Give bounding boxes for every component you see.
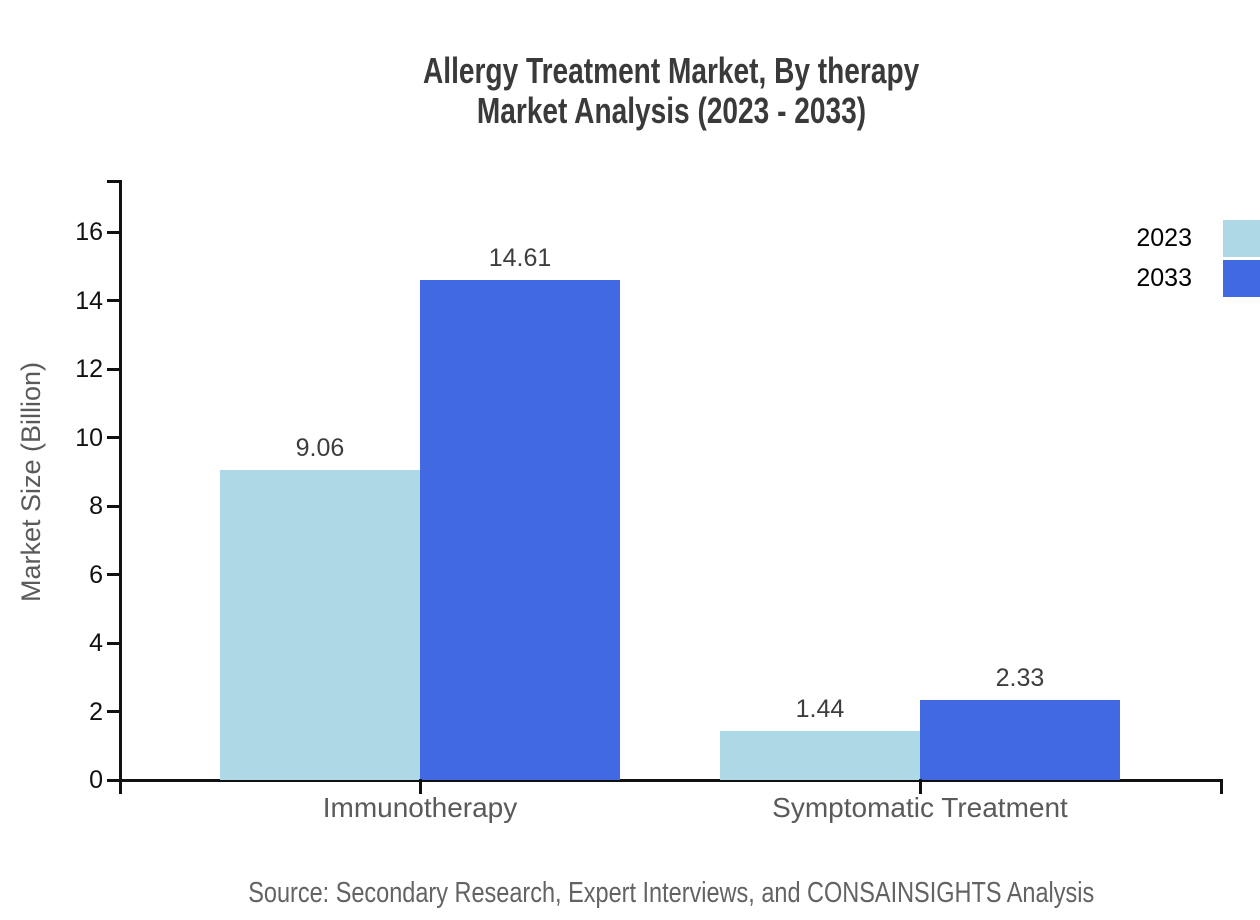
- y-axis-tick: [106, 573, 120, 576]
- y-axis-tick: [106, 710, 120, 713]
- y-axis-tick-label: 8: [89, 492, 103, 520]
- bar-2033-symptomatic-treatment: [920, 700, 1120, 780]
- y-axis-tick-label: 4: [89, 629, 103, 657]
- legend-item-2033: 2033: [1136, 260, 1260, 297]
- y-axis-tick-label: 16: [75, 218, 103, 246]
- bar-value-label: 2.33: [995, 664, 1045, 693]
- source-note: Source: Secondary Research, Expert Inter…: [248, 877, 1095, 909]
- y-axis-tick-label: 12: [75, 355, 103, 383]
- y-axis-tick-label: 2: [89, 697, 103, 726]
- chart-title: Allergy Treatment Market, By therapy Mar…: [121, 51, 1222, 131]
- y-axis-tick: [106, 504, 120, 508]
- chart-title-line-1: Allergy Treatment Market, By therapy: [423, 50, 920, 91]
- legend-label: 2023: [1136, 224, 1192, 252]
- chart-title-line-2: Market Analysis (2023 - 2033): [476, 90, 867, 131]
- bar-value-label: 14.61: [488, 243, 552, 272]
- y-axis-tick: [106, 299, 120, 302]
- bar-value-label: 1.44: [795, 694, 845, 723]
- y-axis-tick: [106, 230, 120, 234]
- x-axis-line: [118, 778, 1223, 782]
- legend-label: 2033: [1136, 264, 1192, 292]
- legend: 2023 2033: [1136, 220, 1260, 297]
- y-axis-tick: [106, 436, 120, 439]
- bar-2033-immunotherapy: [420, 279, 620, 780]
- bar-2023-symptomatic-treatment: [720, 730, 920, 780]
- legend-item-2023: 2023: [1136, 220, 1260, 257]
- legend-swatch: [1223, 220, 1260, 257]
- bar-2023-immunotherapy: [220, 469, 420, 780]
- y-axis-tick: [106, 778, 120, 782]
- x-axis-tick: [918, 778, 922, 794]
- y-axis-title: Market Size (Billion): [16, 361, 46, 603]
- y-axis-tick: [106, 641, 120, 645]
- y-axis-tick-label: 14: [75, 286, 103, 315]
- y-axis-top-cap: [106, 180, 120, 183]
- y-axis-line: [118, 180, 122, 794]
- x-axis-tick: [418, 778, 422, 794]
- legend-swatch: [1223, 260, 1260, 297]
- x-axis-label-symptomatic-treatment: Symptomatic Treatment: [772, 792, 1068, 823]
- y-axis-tick: [106, 367, 120, 371]
- x-axis-label-immunotherapy: Immunotherapy: [322, 792, 518, 823]
- y-axis-tick-label: 10: [75, 423, 103, 452]
- y-axis-tick-label: 0: [89, 766, 103, 794]
- x-axis-end-cap: [1219, 778, 1223, 794]
- y-axis-tick-label: 6: [89, 560, 103, 589]
- bar-value-label: 9.06: [295, 433, 345, 462]
